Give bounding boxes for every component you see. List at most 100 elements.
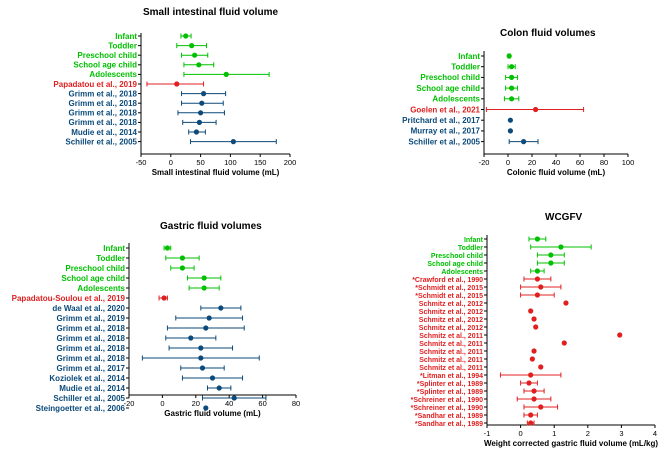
panel-3-row-label: Preschool child <box>65 264 125 273</box>
panel-1-data-point <box>192 52 198 58</box>
panel-1-row-label: Mudie et al., 2014 <box>71 128 137 137</box>
panel-3-x-tick-label: -20 <box>124 399 135 408</box>
panel-1-data-point <box>200 91 207 97</box>
panel-4-row-label: *Schreiner et al., 1990 <box>411 405 483 412</box>
panel-4-data-point <box>531 388 537 394</box>
panel-1-data-point <box>196 62 202 68</box>
panel-4-data-point <box>548 260 554 266</box>
panel-3-data-point <box>203 325 209 331</box>
panel-1-data-point <box>198 110 204 116</box>
panel-4-data-point <box>528 412 534 418</box>
panel-3-data-point <box>188 335 194 341</box>
panel-4-data-point <box>529 356 535 362</box>
panel-3-row-label: Grimm et al., 2019 <box>57 314 126 323</box>
panel-4-row-label: Schmitz et al., 2012 <box>419 317 483 324</box>
panel-1-x-tick-label: 0 <box>169 158 173 167</box>
panel-3-data-point <box>161 295 167 301</box>
panel-4-row-label: Toddler <box>458 245 483 252</box>
panel-4-row-label: Schmitz et al., 2011 <box>419 365 483 372</box>
panel-3-row-label: de Waal et al., 2020 <box>52 304 125 313</box>
panel-4-row-label: Schmitz et al., 2012 <box>419 301 483 308</box>
panel-3-data-point <box>198 355 204 361</box>
panel-4-data-point <box>534 292 541 298</box>
panel-2-row-label: Murray et al., 2017 <box>411 127 481 136</box>
panel-3-data-point <box>199 365 206 371</box>
panel-2-data-point <box>507 128 513 134</box>
panel-3-data-point <box>179 265 186 271</box>
panel-4-row-label: School age child <box>427 261 483 268</box>
panel-2-row-label: Preschool child <box>420 73 480 82</box>
panel-4-data-point <box>528 308 534 314</box>
panel-2-x-axis-label: Colonic fluid volume (mL) <box>507 168 606 177</box>
panel-4-data-point <box>563 300 569 306</box>
panel-4-data-point <box>531 348 537 354</box>
panel-1-data-point <box>193 129 200 135</box>
panel-4-row-label: Preschool child <box>431 253 483 260</box>
panel-1-data-point <box>230 139 236 145</box>
panel-3-row-label: Grimm et al., 2018 <box>57 334 126 343</box>
panel-2-row-label: School age child <box>416 84 480 93</box>
panel-4-data-point <box>528 420 534 426</box>
panel-3-data-point <box>209 375 216 381</box>
panel-1-x-tick-label: 150 <box>254 158 267 167</box>
panel-4-data-point <box>548 252 554 258</box>
panel-4-data-point <box>528 372 534 378</box>
panel-3-data-point <box>198 345 204 351</box>
panel-1-title: Small intestinal fluid volume <box>143 7 278 18</box>
panel-4-x-tick-label: 3 <box>619 429 623 438</box>
panel-1-row-label: Toddler <box>108 41 137 50</box>
panel-2-data-point <box>509 85 515 91</box>
panel-4-data-point <box>617 332 623 338</box>
panel-2-x-tick-label: 40 <box>552 158 560 167</box>
panel-1-x-tick-label: 100 <box>224 158 237 167</box>
panel-3-row-label: Grimm et al., 2018 <box>57 344 126 353</box>
panel-3-row-label: Grimm et al., 2017 <box>57 364 126 373</box>
panel-3-data-point <box>179 255 186 261</box>
panel-1-row-label: Preschool child <box>77 51 137 60</box>
panel-1-data-point <box>183 33 189 39</box>
panel-2-data-point <box>507 117 513 123</box>
panel-1-x-axis-label: Small intestinal fluid volume (mL) <box>152 168 280 177</box>
panel-3-row-label: Adolescents <box>77 284 125 293</box>
panel-2-row-label: Toddler <box>451 63 480 72</box>
panel-2-row-label: Infant <box>458 52 480 61</box>
panel-3-x-tick-label: 80 <box>292 399 300 408</box>
panel-2-data-point <box>509 64 515 70</box>
panel-1-data-point <box>189 43 195 49</box>
panel-2-row-label: Goelen et al., 2021 <box>410 105 480 114</box>
panel-2-x-tick-label: -20 <box>479 158 490 167</box>
panel-3-row-label: Mudie et al., 2014 <box>59 384 125 393</box>
panel-4-row-label: *Sandhar et al., 1989 <box>415 413 483 420</box>
panel-4-data-point <box>534 268 541 274</box>
panel-3-row-label: Papadatou-Soulou et al., 2019 <box>12 294 126 303</box>
panel-3-row-label: Steingoetter et al., 2006 <box>36 404 126 413</box>
panel-4-row-label: *Splinter et al., 1989 <box>417 389 483 396</box>
panel-4-x-tick-label: -1 <box>484 429 491 438</box>
panel-2-row-label: Schiller et al., 2005 <box>408 137 480 146</box>
panel-1-data-point <box>174 81 180 87</box>
panel-4-data-point <box>561 340 567 346</box>
panel-1-x-tick-label: 200 <box>284 158 297 167</box>
panel-1-row-label: Grimm et al., 2018 <box>69 89 138 98</box>
panel-2-row-label: Pritchard et al., 2017 <box>402 116 480 125</box>
panel-3-data-point <box>201 275 207 281</box>
panel-3-data-point <box>216 385 222 391</box>
panel-2-row-label: Adolescents <box>432 95 480 104</box>
panel-4-x-tick-label: 1 <box>552 429 556 438</box>
panel-3-x-tick-label: 20 <box>192 399 200 408</box>
panel-3-data-point <box>218 305 224 311</box>
panel-4-row-label: Schmitz et al., 2011 <box>419 333 483 340</box>
panel-3-x-tick-label: 40 <box>225 399 233 408</box>
panel-1-row-label: Grimm et al., 2018 <box>69 99 138 108</box>
panel-4-data-point <box>534 236 541 242</box>
panel-4-row-label: *Splinter et al., 1989 <box>417 381 483 388</box>
panel-2-x-tick-label: 100 <box>622 158 635 167</box>
panel-3-x-tick-label: 60 <box>258 399 266 408</box>
panel-4-data-point <box>538 404 544 410</box>
panel-4-data-point <box>533 324 539 330</box>
panel-3-x-tick-label: 0 <box>160 399 164 408</box>
panel-2-title: Colon fluid volumes <box>500 28 596 39</box>
panel-4-row-label: Schmitz et al., 2011 <box>419 357 483 364</box>
panel-4-data-point <box>531 396 537 402</box>
panel-2-data-point <box>509 74 515 80</box>
